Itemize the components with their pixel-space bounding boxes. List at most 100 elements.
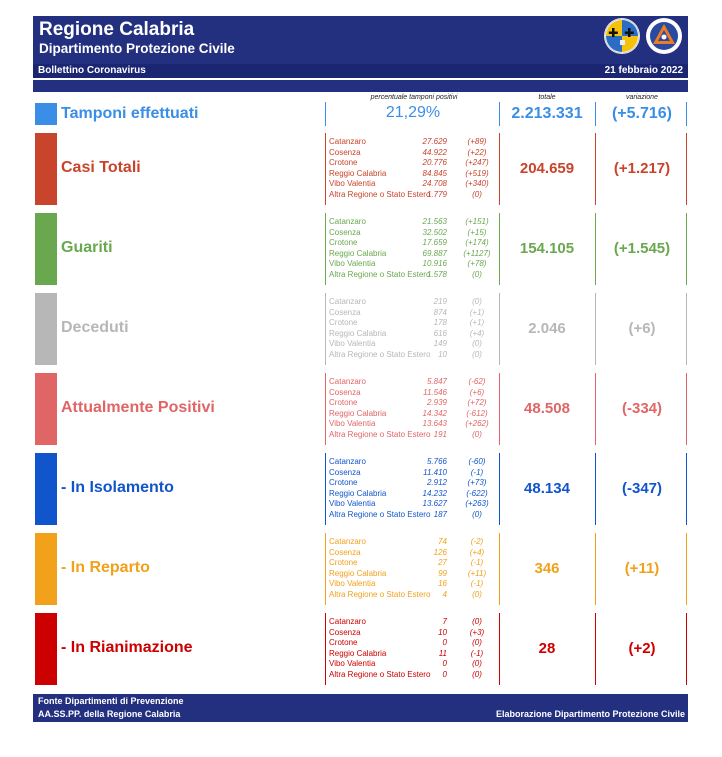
province-line: Reggio Calabria 14.232 (-622) (329, 489, 497, 500)
province-name: Vibo Valentia (329, 419, 376, 428)
province-value: 11 (438, 648, 447, 658)
province-value: 0 (442, 659, 447, 668)
province-value: 14.232 (422, 488, 447, 498)
province-delta: (+262) (465, 419, 489, 428)
province-line: Reggio Calabria 84.845 (+519) (329, 169, 497, 180)
tamponi-variation: (+5.716) (611, 105, 673, 122)
province-breakdown: Catanzaro 21.563 (+151) Cosenza 32.502 (+15) C… (329, 217, 497, 280)
province-line: Reggio Calabria 99 (+11) (329, 569, 497, 580)
category-row: Guariti Catanzaro 21.563 (+151) Cosenza 32.50… (33, 213, 688, 285)
province-line: Crotone 27 (-1) (329, 558, 497, 569)
province-line: Cosenza 874 (+1) (329, 308, 497, 319)
province-value: 32.502 (422, 227, 447, 237)
province-delta: (+4) (469, 328, 485, 338)
province-value: 4 (442, 589, 447, 599)
province-line: Reggio Calabria 11 (-1) (329, 649, 497, 660)
province-breakdown: Catanzaro 219 (0) Cosenza 874 (+1) Crotone 178 (… (329, 297, 497, 360)
province-value: 1.779 (426, 189, 447, 199)
province-delta: (+340) (465, 179, 489, 188)
column-separator (499, 213, 500, 285)
province-name: Altra Regione o Stato Estero (329, 509, 431, 519)
province-line: Altra Regione o Stato Estero 0 (0) (329, 670, 497, 681)
province-delta: (0) (472, 297, 482, 306)
province-name: Reggio Calabria (329, 408, 387, 418)
province-delta: (+1127) (463, 248, 491, 258)
province-delta: (+22) (467, 147, 487, 157)
category-swatch (35, 453, 57, 525)
province-delta: (0) (472, 339, 482, 348)
province-delta: (0) (472, 638, 482, 647)
province-name: Crotone (329, 318, 358, 327)
province-delta: (+4) (469, 547, 485, 557)
category-total: 48.508 (524, 400, 570, 417)
variation-column-header: variazione (626, 94, 658, 101)
province-line: Altra Regione o Stato Estero 4 (0) (329, 590, 497, 601)
category-variation: (-334) (621, 400, 662, 417)
province-line: Reggio Calabria 69.887 (+1127) (329, 249, 497, 260)
province-name: Cosenza (329, 467, 361, 477)
province-name: Reggio Calabria (329, 328, 387, 338)
tamponi-swatch (35, 103, 57, 125)
province-delta: (+11) (467, 568, 487, 578)
column-separator (595, 373, 596, 445)
category-label: Attualmente Positivi (61, 399, 215, 416)
province-delta: (+89) (467, 137, 487, 146)
province-name: Altra Regione o Stato Estero (329, 669, 431, 679)
province-delta: (0) (472, 509, 482, 519)
footer-source-line2: AA.SS.PP. della Regione Calabria (38, 709, 181, 719)
province-line: Reggio Calabria 14.342 (-612) (329, 409, 497, 420)
province-name: Vibo Valentia (329, 259, 376, 268)
category-swatch (35, 613, 57, 685)
province-name: Crotone (329, 238, 358, 247)
province-delta: (-612) (466, 408, 488, 418)
category-label: - In Rianimazione (61, 639, 193, 656)
province-name: Cosenza (329, 627, 361, 637)
province-delta: (+1) (469, 307, 485, 317)
region-title: Regione Calabria (39, 19, 195, 40)
category-variation: (+11) (624, 560, 660, 577)
tamponi-total: 2.213.331 (511, 105, 583, 122)
province-line: Catanzaro 5.766 (-60) (329, 457, 497, 468)
province-name: Catanzaro (329, 537, 366, 546)
province-line: Altra Regione o Stato Estero 10 (0) (329, 350, 497, 361)
category-total: 346 (534, 560, 560, 577)
province-value: 219 (433, 297, 447, 306)
province-delta: (0) (472, 617, 482, 626)
province-value: 44.922 (422, 147, 447, 157)
province-value: 178 (433, 318, 447, 327)
bulletin-date: 21 febbraio 2022 (604, 65, 683, 76)
category-total: 204.659 (519, 160, 575, 177)
province-name: Reggio Calabria (329, 488, 387, 498)
province-value: 1.578 (426, 269, 447, 279)
province-name: Reggio Calabria (329, 168, 387, 178)
column-separator (595, 293, 596, 365)
province-name: Reggio Calabria (329, 568, 387, 578)
province-line: Vibo Valentia 13.643 (+262) (329, 419, 497, 430)
province-name: Vibo Valentia (329, 339, 376, 348)
column-separator (325, 213, 326, 285)
province-name: Reggio Calabria (329, 648, 387, 658)
province-delta: (+15) (467, 227, 487, 237)
category-total: 48.134 (524, 480, 570, 497)
column-separator (686, 133, 687, 205)
province-value: 21.563 (422, 217, 447, 226)
column-separator (499, 453, 500, 525)
protezione-civile-logo-icon (646, 18, 682, 54)
province-value: 74 (438, 537, 447, 546)
category-row: Attualmente Positivi Catanzaro 5.847 (-62) C… (33, 373, 688, 445)
province-delta: (+78) (467, 259, 487, 268)
category-swatch (35, 133, 57, 205)
province-value: 126 (433, 547, 447, 557)
column-separator (325, 533, 326, 605)
province-line: Vibo Valentia 10.916 (+78) (329, 259, 497, 270)
percent-column-header: percentuale tamponi positivi (370, 94, 458, 101)
category-total: 28 (538, 640, 556, 657)
province-line: Vibo Valentia 0 (0) (329, 659, 497, 670)
province-name: Catanzaro (329, 137, 366, 146)
province-line: Vibo Valentia 16 (-1) (329, 579, 497, 590)
column-separator (325, 133, 326, 205)
province-delta: (+73) (467, 478, 487, 487)
province-line: Reggio Calabria 616 (+4) (329, 329, 497, 340)
province-value: 14.342 (422, 408, 447, 418)
province-value: 17.659 (422, 238, 447, 247)
